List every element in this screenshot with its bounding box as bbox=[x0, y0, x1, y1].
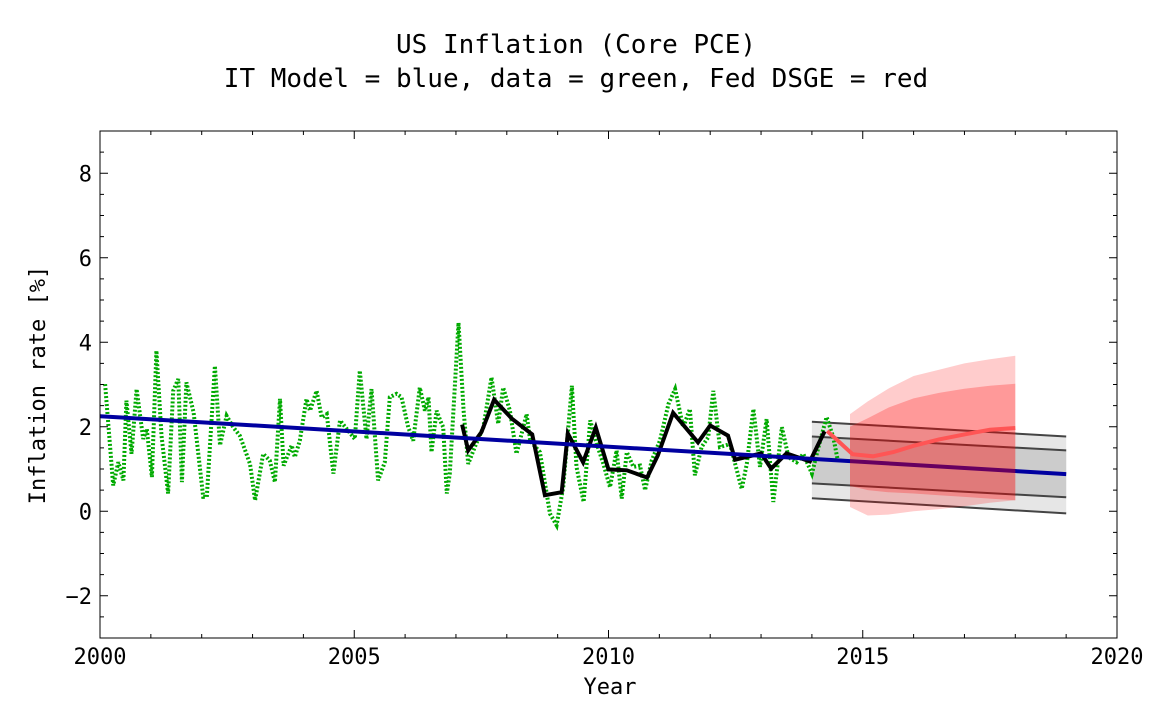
x-tick-label: 2020 bbox=[1091, 645, 1144, 670]
x-tick-label: 2015 bbox=[836, 645, 889, 670]
chart-title: US Inflation (Core PCE) bbox=[395, 30, 757, 60]
x-tick-label: 2000 bbox=[74, 645, 127, 670]
x-tick-label: 2005 bbox=[328, 645, 381, 670]
y-axis-label: Inflation rate [%] bbox=[26, 266, 51, 504]
y-tick-label: 4 bbox=[79, 331, 92, 356]
y-tick-label: 8 bbox=[79, 162, 92, 187]
series-dsge-line bbox=[825, 426, 1016, 459]
dsge-band-outer bbox=[850, 355, 1016, 516]
y-tick-label: 6 bbox=[79, 247, 92, 272]
x-axis-label: Year bbox=[584, 675, 637, 700]
y-tick-label: −2 bbox=[66, 585, 93, 610]
series-it-model-line bbox=[99, 414, 1067, 477]
x-tick-label: 2010 bbox=[582, 645, 635, 670]
y-tick-label: 0 bbox=[79, 500, 92, 525]
it-band-line-outer-lower bbox=[811, 497, 1067, 515]
chart-subtitle: IT Model = blue, data = green, Fed DSGE … bbox=[223, 64, 929, 94]
series-annual-line bbox=[460, 396, 827, 498]
it-band-line-inner-upper bbox=[811, 435, 1067, 452]
it-band-line-inner-lower bbox=[811, 482, 1067, 499]
y-tick-label: 2 bbox=[79, 416, 92, 441]
it-band-line-outer-upper bbox=[811, 420, 1067, 438]
